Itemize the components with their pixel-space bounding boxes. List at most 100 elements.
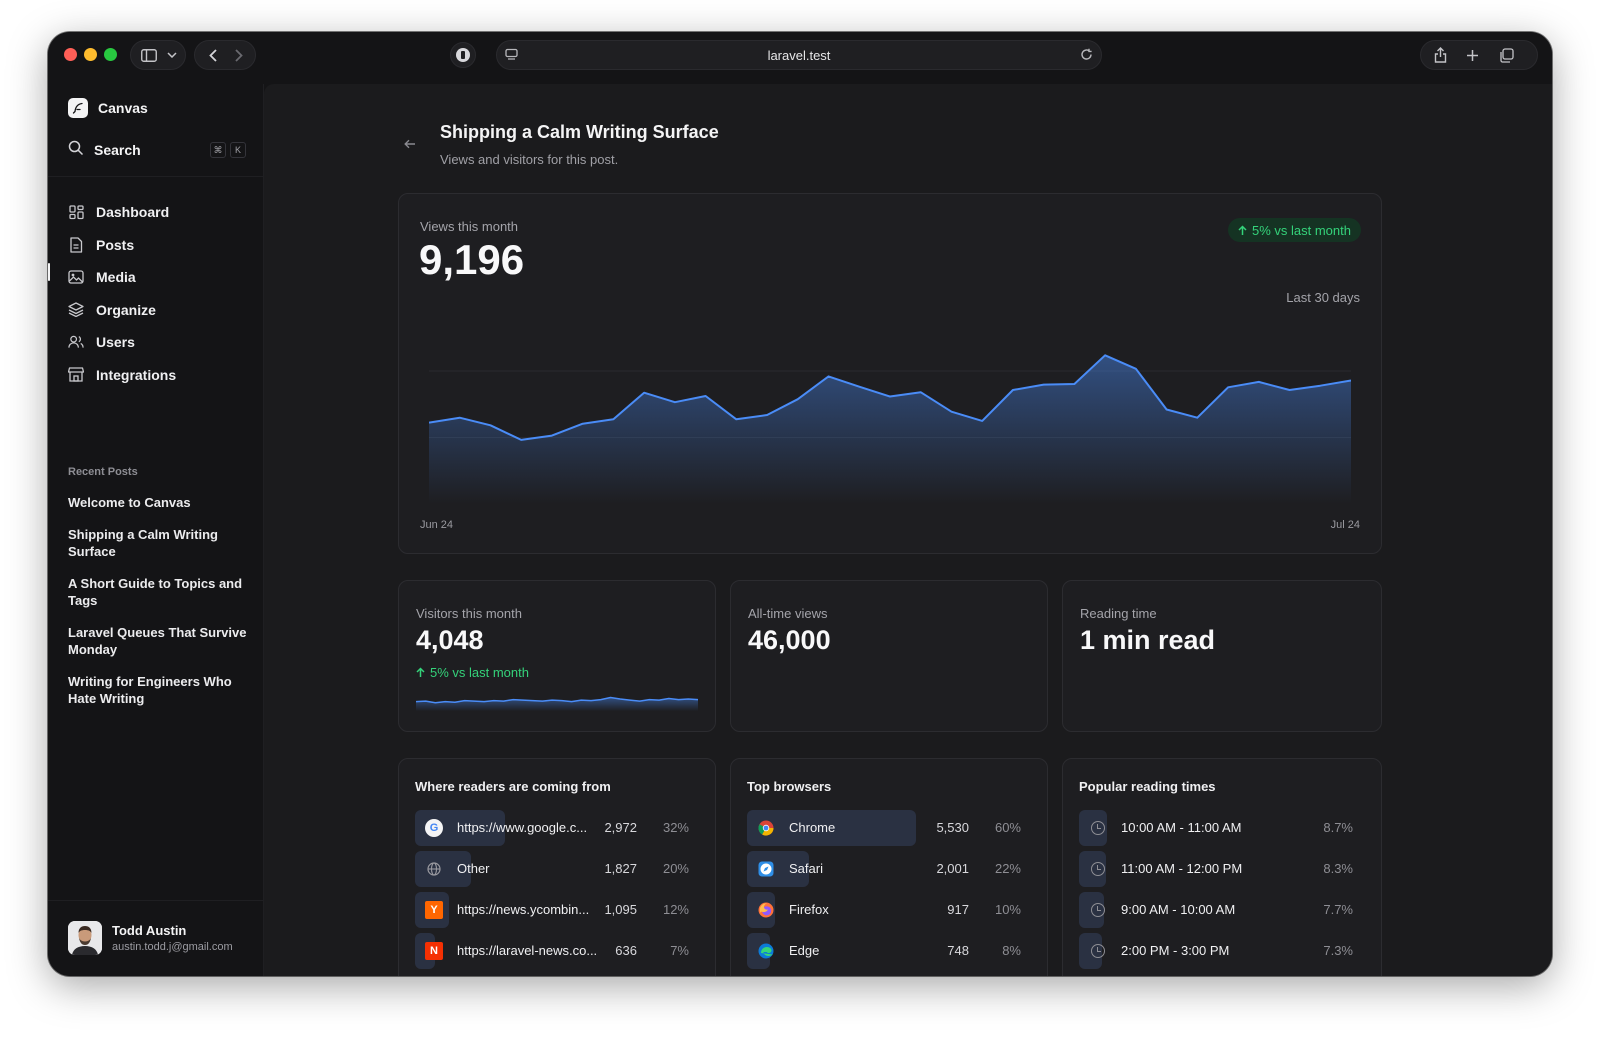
recent-post-link[interactable]: Shipping a Calm Writing Surface — [68, 527, 218, 559]
zoom-window-button[interactable] — [104, 48, 117, 61]
user-menu[interactable]: Todd Austin austin.todd.j@gmail.com — [48, 900, 264, 976]
browser-count: 5,530 — [936, 820, 969, 835]
recent-posts-heading: Recent Posts — [68, 466, 138, 478]
browser-row[interactable]: Safari 2,001 22% — [747, 851, 1031, 887]
recent-post-link[interactable]: Laravel Queues That Survive Monday — [68, 625, 247, 657]
reading-time-row[interactable]: 10:00 AM - 11:00 AM 8.7% — [1079, 810, 1363, 846]
reader-icon[interactable] — [505, 48, 518, 66]
chevron-down-icon[interactable] — [161, 41, 183, 69]
browser-share-bar — [747, 851, 809, 887]
chart-area-fill — [416, 697, 698, 711]
visitors-label: Visitors this month — [416, 606, 522, 621]
referrer-label: https://news.ycombin... — [457, 902, 590, 917]
clock-icon — [1089, 819, 1107, 837]
referrer-count: 1,827 — [604, 861, 637, 876]
browser-percent: 22% — [994, 861, 1021, 876]
referrer-label: https://laravel-news.co... — [457, 943, 598, 958]
sidebar-item-integrations[interactable]: Integrations — [68, 359, 246, 392]
recent-post-link[interactable]: A Short Guide to Topics and Tags — [68, 576, 243, 608]
sidebar-item-label: Posts — [96, 236, 135, 253]
clock-icon — [1089, 901, 1107, 919]
reading-time-percent: 8.7% — [1323, 820, 1353, 835]
reading-time-share-bar — [1079, 933, 1102, 969]
referrer-row[interactable]: Other 1,827 20% — [415, 851, 699, 887]
sidebar-item-organize[interactable]: Organize — [68, 294, 246, 327]
reading-time-label: 2:00 PM - 3:00 PM — [1121, 943, 1230, 958]
user-email: austin.todd.j@gmail.com — [112, 941, 233, 953]
arrow-up-icon — [416, 667, 425, 677]
reading-time-row[interactable]: 11:00 AM - 12:00 PM 8.3% — [1079, 851, 1363, 887]
sidebar-toggle-icon[interactable] — [137, 41, 161, 69]
safari-icon — [757, 860, 775, 878]
visitors-value: 4,048 — [416, 625, 484, 655]
ycombinator-icon: Y — [425, 901, 443, 919]
views-delta-badge: 5% vs last month — [1228, 218, 1361, 242]
sidebar-item-posts[interactable]: Posts — [68, 229, 246, 262]
chart-series-line — [429, 354, 1351, 441]
minimize-window-button[interactable] — [84, 48, 97, 61]
reading-times-title: Popular reading times — [1079, 779, 1216, 794]
globe-icon — [425, 860, 443, 878]
reading-time-percent: 8.3% — [1323, 861, 1353, 876]
new-tab-icon[interactable] — [1457, 41, 1487, 69]
browser-row[interactable]: Edge 748 8% — [747, 933, 1031, 969]
sidebar-item-media[interactable]: Media — [68, 261, 246, 294]
brand[interactable]: Canvas — [68, 98, 148, 118]
browser-label: Safari — [789, 861, 823, 876]
tab-overview-icon[interactable] — [1489, 41, 1523, 69]
sidebar-item-label: Integrations — [96, 366, 177, 383]
brand-name: Canvas — [98, 100, 148, 116]
privacy-shield-icon[interactable] — [450, 42, 476, 68]
sidebar-nav: Dashboard Posts Media Organize — [68, 196, 246, 391]
recent-post-link[interactable]: Welcome to Canvas — [68, 495, 191, 510]
address-text: laravel.test — [767, 48, 831, 63]
back-icon[interactable] — [201, 41, 225, 69]
page-title: Shipping a Calm Writing Surface — [440, 122, 719, 142]
visitors-delta-text: 5% vs last month — [430, 665, 529, 680]
referrer-row[interactable]: G https://www.google.c... 2,972 32% — [415, 810, 699, 846]
reading-time-label: 9:00 AM - 10:00 AM — [1121, 902, 1236, 917]
recent-posts-list: Welcome to Canvas Shipping a Calm Writin… — [68, 494, 248, 722]
address-bar[interactable]: laravel.test — [496, 40, 1102, 70]
referrer-row[interactable]: Y https://news.ycombin... 1,095 12% — [415, 892, 699, 928]
recent-post-link[interactable]: Writing for Engineers Who Hate Writing — [68, 674, 232, 706]
referrer-percent: 7% — [670, 943, 689, 958]
browser-row[interactable]: Firefox 917 10% — [747, 892, 1031, 928]
browser-share-bar — [747, 810, 916, 846]
referrer-count: 636 — [615, 943, 637, 958]
shortcut-key-cmd: ⌘ — [210, 142, 226, 158]
laravel-news-icon: N — [425, 942, 443, 960]
back-arrow-icon[interactable] — [404, 136, 416, 152]
sidebar-item-label: Dashboard — [96, 204, 170, 221]
browser-row[interactable]: Chrome 5,530 60% — [747, 810, 1031, 846]
user-name: Todd Austin — [112, 923, 187, 938]
browser-percent: 8% — [1002, 943, 1021, 958]
reload-icon[interactable] — [1080, 48, 1093, 66]
referrer-count: 1,095 — [604, 902, 637, 917]
forward-icon[interactable] — [227, 41, 251, 69]
close-window-button[interactable] — [64, 48, 77, 61]
avatar — [68, 921, 102, 955]
reading-time-label: 11:00 AM - 12:00 PM — [1121, 861, 1243, 876]
sidebar-item-label: Organize — [96, 301, 156, 318]
sidebar-item-dashboard[interactable]: Dashboard — [68, 196, 246, 229]
referrer-percent: 32% — [662, 820, 689, 835]
referrers-panel: Where readers are coming from G https://… — [398, 758, 716, 976]
views-delta-text: 5% vs last month — [1252, 222, 1351, 238]
share-icon[interactable] — [1425, 41, 1455, 69]
search-button[interactable]: Search ⌘ K — [68, 140, 246, 160]
browser-count: 2,001 — [936, 861, 969, 876]
chart-area-fill — [429, 355, 1351, 504]
sidebar-item-users[interactable]: Users — [68, 326, 246, 359]
reading-time-row[interactable]: 9:00 AM - 10:00 AM 7.7% — [1079, 892, 1363, 928]
reading-label: Reading time — [1080, 606, 1157, 621]
visitors-card: Visitors this month 4,048 5% vs last mon… — [398, 580, 716, 732]
browser-label: Edge — [789, 943, 820, 958]
document-icon — [68, 237, 84, 253]
dashboard-icon — [68, 204, 84, 220]
all-time-label: All-time views — [748, 606, 828, 621]
referrer-row[interactable]: N https://laravel-news.co... 636 7% — [415, 933, 699, 969]
clock-icon — [1089, 860, 1107, 878]
browser-label: Firefox — [789, 902, 829, 917]
reading-time-row[interactable]: 2:00 PM - 3:00 PM 7.3% — [1079, 933, 1363, 969]
